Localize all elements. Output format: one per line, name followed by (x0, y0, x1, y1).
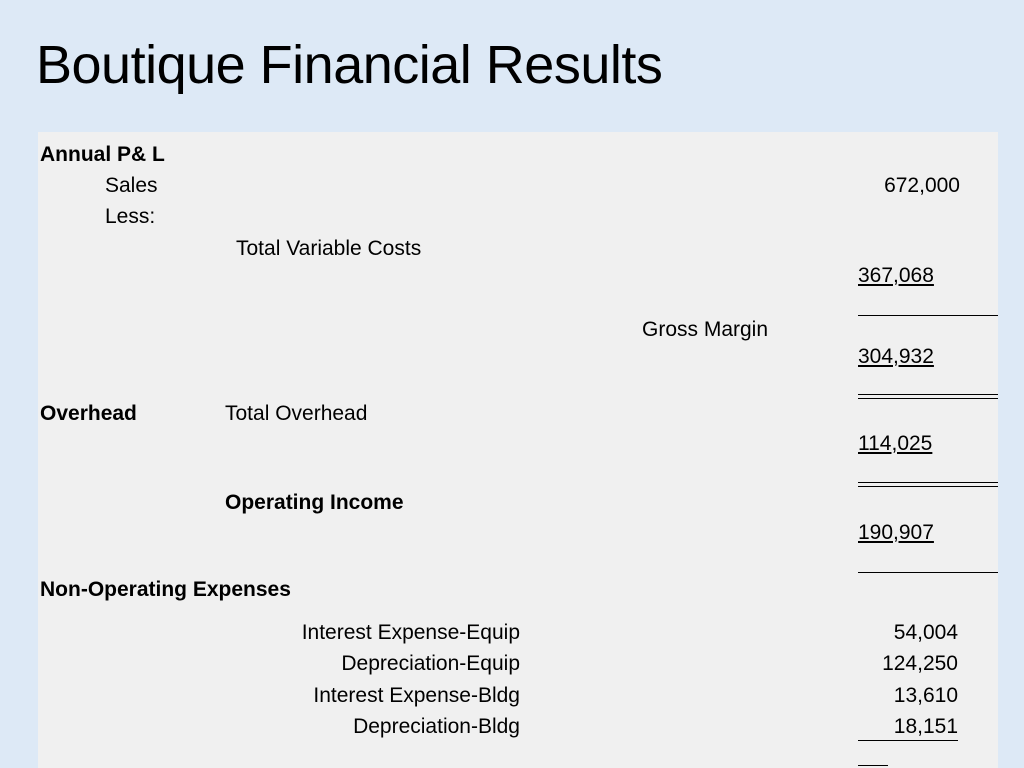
variable-costs-label: Total Variable Costs (236, 237, 422, 260)
non-operating-item-label: Depreciation-Equip (341, 652, 520, 675)
pl-heading: Annual P& L (40, 143, 165, 166)
rule-single (858, 765, 888, 766)
non-operating-item-label: Interest Expense-Bldg (313, 684, 520, 707)
gross-margin-value: 304,932 (858, 345, 934, 368)
rule-double (858, 394, 998, 399)
gross-margin-label: Gross Margin (642, 318, 769, 341)
rule-single (858, 315, 998, 316)
non-operating-item-value: 124,250 (882, 652, 958, 675)
non-operating-heading: Non-Operating Expenses (40, 578, 291, 601)
non-operating-item-label: Depreciation-Bldg (353, 715, 520, 738)
variable-costs-value: 367,068 (858, 264, 934, 287)
sales-label: Sales (105, 174, 158, 197)
total-overhead-value: 114,025 (858, 432, 933, 455)
less-label: Less: (105, 205, 156, 228)
financial-statement-panel (38, 132, 998, 768)
slide-title: Boutique Financial Results (36, 35, 663, 95)
total-overhead-label: Total Overhead (225, 402, 368, 425)
operating-income-value: 190,907 (858, 521, 934, 544)
overhead-heading: Overhead (40, 402, 137, 425)
non-operating-item-value: 54,004 (893, 621, 958, 644)
non-operating-item-value: 18,151 (893, 715, 958, 738)
operating-income-label: Operating Income (225, 491, 404, 514)
non-operating-item-value: 13,610 (893, 684, 958, 707)
rule-single (858, 740, 958, 741)
rule-double (858, 482, 998, 487)
rule-single (858, 572, 998, 573)
non-operating-item-label: Interest Expense-Equip (301, 621, 520, 644)
sales-value: 672,000 (884, 174, 960, 197)
